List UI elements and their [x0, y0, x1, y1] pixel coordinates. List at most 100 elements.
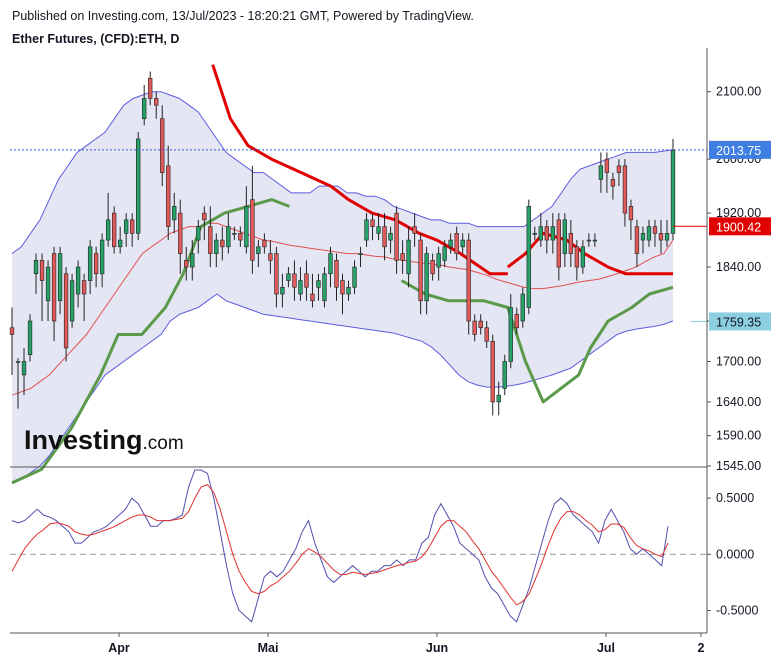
investing-watermark: Investing.com [24, 425, 184, 455]
last-price-tag-bg [709, 140, 771, 159]
candle-up [280, 286, 285, 295]
candle-up [69, 280, 75, 322]
candle-down [478, 320, 483, 329]
price-tick-label: 1590.00 [716, 429, 761, 443]
candle-up [232, 233, 237, 235]
candle-up [118, 239, 123, 248]
time-tick-label: Jul [597, 641, 615, 655]
candle-down [622, 165, 628, 214]
candle-down [148, 77, 153, 99]
candle-up [532, 233, 537, 235]
plot-layer: 2100.002000.001920.001840.001760.001700.… [9, 48, 771, 655]
candle-up [21, 361, 27, 376]
candle-up [226, 226, 231, 248]
candle-up [502, 361, 507, 389]
bollinger-upper-line [11, 91, 674, 255]
candle-up [298, 280, 303, 295]
oscillator-signal-line [11, 484, 669, 606]
candle-up [424, 253, 429, 302]
oscillator-tick-label: 0.0000 [716, 547, 754, 561]
marker-price-tag: 1759.35 [716, 315, 761, 329]
candle-down [268, 253, 273, 261]
candle-down [652, 226, 658, 234]
candle-down [616, 165, 622, 173]
candle-up [376, 226, 381, 234]
candle-down [274, 253, 279, 295]
candle-down [514, 313, 519, 329]
candle-down [39, 260, 45, 281]
time-tick-label: Jun [426, 641, 448, 655]
oscillator-main-line [11, 469, 669, 623]
price-tick-label: 1700.00 [716, 354, 761, 368]
candle-up [442, 246, 447, 261]
last-price-tag: 2013.75 [716, 144, 761, 158]
candle-up [580, 246, 586, 268]
instrument-title: Ether Futures, (CFD):ETH, D [12, 32, 180, 46]
candle-down [178, 212, 183, 254]
candle-down [418, 239, 423, 302]
candle-up [670, 150, 676, 234]
close-price-tag: 1900.42 [716, 220, 761, 234]
candle-up [124, 219, 129, 234]
candle-down [340, 280, 345, 295]
candle-down [220, 239, 225, 248]
candle-down [574, 246, 580, 268]
supertrend-up-line-2 [400, 279, 674, 404]
candle-down [111, 212, 117, 248]
candle-up [664, 233, 670, 241]
candle-up [172, 206, 177, 221]
candle-up [364, 219, 369, 241]
candle-down [484, 327, 489, 342]
candle-down [238, 233, 243, 241]
candle-down [262, 239, 267, 248]
candle-up [598, 165, 604, 180]
marker-price-tag-bg [709, 312, 771, 331]
close-price-tag-bg [709, 217, 771, 236]
time-tick-label: 2 [698, 641, 705, 655]
candle-up [316, 280, 321, 288]
candle-up [646, 226, 652, 241]
candle-up [244, 206, 249, 248]
candle-down [304, 273, 309, 288]
published-caption: Published on Investing.com, 13/Jul/2023 … [12, 9, 474, 23]
supertrend-up-line [11, 198, 290, 485]
candle-up [328, 253, 333, 275]
candle-down [400, 253, 405, 261]
candle-down [658, 233, 664, 241]
candle-up [196, 226, 201, 241]
candle-up [388, 233, 393, 241]
price-tick-label: 1640.00 [716, 395, 761, 409]
candle-up [105, 219, 111, 241]
candle-up [352, 266, 357, 288]
candle-down [394, 212, 399, 261]
candle-down [604, 158, 610, 173]
candle-down [370, 219, 375, 227]
candle-down [382, 226, 387, 248]
candle-up [142, 98, 147, 119]
candle-down [9, 327, 15, 335]
candle-up [256, 246, 261, 254]
oscillator-tick-label: 0.5000 [716, 491, 754, 505]
candle-up [33, 260, 39, 275]
price-tick-label: 1920.00 [716, 206, 761, 220]
candle-up [45, 266, 51, 302]
price-tick-label: 1840.00 [716, 260, 761, 274]
candle-down [166, 165, 171, 227]
candle-down [556, 219, 561, 268]
candle-down [130, 219, 135, 234]
candle-down [154, 98, 159, 106]
candle-up [496, 394, 501, 403]
candle-down [250, 199, 255, 261]
candle-down [160, 118, 165, 173]
watermark-suffix: .com [143, 433, 184, 454]
candle-up [27, 320, 33, 356]
candle-up [550, 226, 555, 241]
candle-down [208, 226, 213, 254]
candle-up [87, 246, 93, 281]
candle-up [15, 361, 21, 363]
candle-up [508, 307, 513, 362]
watermark-brand: Investing [24, 425, 143, 455]
candle-up [346, 286, 351, 295]
candle-up [592, 239, 598, 242]
